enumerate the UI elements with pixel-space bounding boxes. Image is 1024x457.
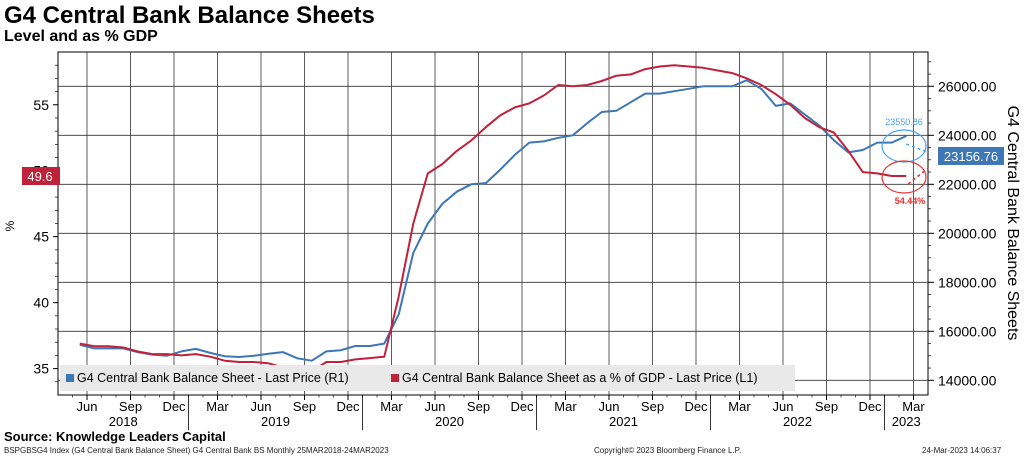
x-tick-label: Sep <box>815 399 838 414</box>
legend: G4 Central Bank Balance Sheet - Last Pri… <box>60 365 795 391</box>
projection-label-red: 54.44% <box>895 196 926 206</box>
legend-swatch <box>391 374 399 382</box>
x-tick-label: Dec <box>510 399 534 414</box>
x-tick-label: Jun <box>251 399 272 414</box>
x-year-label: 2019 <box>261 414 290 429</box>
x-tick-label: Sep <box>467 399 490 414</box>
y-right-tick-label: 22000.00 <box>938 176 997 192</box>
x-tick-label: Mar <box>728 399 751 414</box>
y-right-tick-label: 26000.00 <box>938 78 997 94</box>
x-tick-label: Dec <box>336 399 360 414</box>
last-value-flag-right <box>938 146 1004 165</box>
x-tick-label: Jun <box>773 399 794 414</box>
x-tick-label: Mar <box>380 399 403 414</box>
x-tick-label: Jun <box>77 399 98 414</box>
series-line-balance-sheet <box>79 79 907 362</box>
y-left-tick-label: 40 <box>33 295 49 311</box>
x-tick-label: Sep <box>293 399 316 414</box>
x-year-label: 2018 <box>109 414 138 429</box>
x-tick-label: Dec <box>858 399 882 414</box>
x-tick-label: Dec <box>162 399 186 414</box>
legend-entry-label: G4 Central Bank Balance Sheet - Last Pri… <box>77 371 349 385</box>
legend-entry-label: G4 Central Bank Balance Sheet as a % of … <box>402 371 758 385</box>
footer-copyright: Copyright© 2023 Bloomberg Finance L.P. <box>594 446 742 455</box>
y-left-axis-label: % <box>3 220 17 231</box>
y-right-tick-label: 14000.00 <box>938 372 997 388</box>
x-year-label: 2020 <box>435 414 464 429</box>
projection-circle-blue <box>881 129 927 163</box>
x-year-label: 2021 <box>609 414 638 429</box>
y-right-tick-label: 20000.00 <box>938 225 997 241</box>
last-value-label-right: 23156.76 <box>944 149 998 164</box>
source-note: Source: Knowledge Leaders Capital <box>4 429 226 444</box>
x-tick-label: Sep <box>119 399 142 414</box>
y-right-tick-label: 18000.00 <box>938 274 997 290</box>
y-left-tick-label: 35 <box>33 361 49 377</box>
x-tick-label: Jun <box>425 399 446 414</box>
footer-index-info: BSPGBSG4 Index (G4 Central Bank Balance … <box>4 446 389 455</box>
x-year-label: 2022 <box>783 414 812 429</box>
last-value-flag-left <box>22 167 60 186</box>
y-right-tick-label: 16000.00 <box>938 323 997 339</box>
x-year-label: 2023 <box>892 414 921 429</box>
plot-frame <box>57 51 929 396</box>
x-tick-label: Mar <box>902 399 925 414</box>
footer-timestamp: 24-Mar-2023 14:06:37 <box>922 446 1002 455</box>
y-right-axis-label: G4 Central Bank Balance Sheets <box>1004 106 1021 341</box>
y-left-tick-label: 55 <box>33 97 49 113</box>
x-tick-label: Sep <box>641 399 664 414</box>
projection-dashed-line-red <box>907 167 929 185</box>
x-tick-label: Dec <box>684 399 708 414</box>
x-tick-label: Mar <box>554 399 577 414</box>
legend-swatch <box>66 374 74 382</box>
projection-label-blue: 23550.86 <box>885 117 923 127</box>
last-value-label-left: 49.6 <box>27 169 52 184</box>
legend-background <box>60 365 795 391</box>
x-tick-label: Jun <box>599 399 620 414</box>
y-right-tick-label: 24000.00 <box>938 127 997 143</box>
chart-subtitle: Level and as % GDP <box>4 28 158 45</box>
y-left-tick-label: 45 <box>33 229 49 245</box>
x-tick-label: Mar <box>206 399 229 414</box>
chart-title: G4 Central Bank Balance Sheets <box>4 2 375 29</box>
projection-circle-red <box>881 160 927 194</box>
series-line-pct-gdp <box>79 64 907 373</box>
